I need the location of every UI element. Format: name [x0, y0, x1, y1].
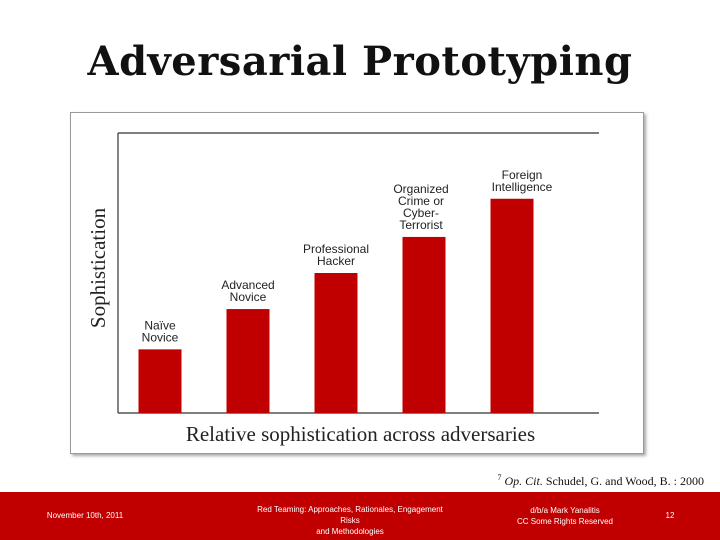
bar-category-label: Novice: [230, 290, 267, 304]
bar-category-label: Professional: [303, 242, 369, 256]
slide-title: Adversarial Prototyping: [87, 38, 633, 85]
footnote-text: Schudel, G. and Wood, B. : 2000: [545, 474, 704, 488]
chart-frame: Naïve Novice Advanced Novice Professional Hac…: [70, 112, 644, 454]
footer-talk-title: Red Teaming: Approaches, Rationales, Eng…: [250, 504, 450, 537]
footer-talk-line2: and Methodologies: [316, 527, 384, 536]
bar: [226, 309, 270, 413]
x-axis-label: Relative sophistication across adversari…: [186, 422, 535, 446]
y-axis-label: Sophistication: [86, 207, 110, 328]
bar-category-label: Foreign: [502, 168, 543, 182]
bar-category-label: Hacker: [317, 254, 355, 268]
footer-talk-line1: Red Teaming: Approaches, Rationales, Eng…: [257, 505, 443, 525]
bar-category-label: Advanced: [221, 278, 274, 292]
bar-category-label: Organized: [393, 182, 448, 196]
bar-category-label: Novice: [142, 330, 179, 344]
footer-date: November 10th, 2011: [46, 511, 124, 520]
footer-author-line1: d/b/a Mark Yanalitis: [530, 506, 600, 515]
bar-category-label: Intelligence: [492, 180, 553, 194]
bar: [138, 349, 182, 413]
bar-category-label: Cyber-: [403, 206, 439, 220]
bar-category-label: Terrorist: [399, 218, 443, 232]
bar: [402, 236, 446, 413]
footnote-cite: Op. Cit.: [504, 474, 543, 488]
bar: [314, 273, 358, 413]
footnote: 7 Op. Cit. Schudel, G. and Wood, B. : 20…: [498, 473, 704, 489]
bar-category-label: Crime or: [398, 194, 444, 208]
bar: [490, 198, 534, 413]
bar-category-label: Naïve: [144, 318, 176, 332]
slide-footer: November 10th, 2011 Red Teaming: Approac…: [0, 492, 720, 540]
footer-author-line2: CC Some Rights Reserved: [516, 517, 614, 526]
footer-page-number: 12: [665, 511, 675, 520]
bar-chart: NaïveNoviceAdvancedNoviceProfessionalHac…: [86, 132, 599, 446]
footnote-marker: 7: [497, 473, 502, 482]
footer-author: d/b/a Mark Yanalitis CC Some Rights Rese…: [500, 505, 630, 527]
